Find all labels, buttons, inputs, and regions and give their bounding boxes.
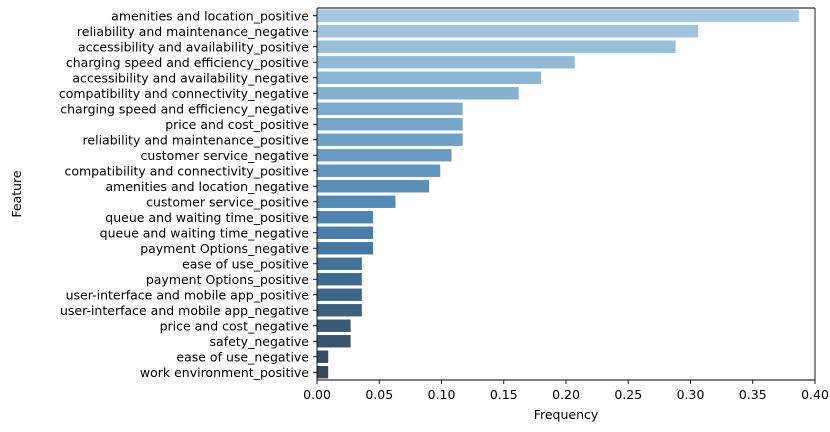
x-tick-label: 0.05 <box>365 387 393 402</box>
y-tick-label: accessibility and availability_negative <box>72 70 309 85</box>
y-tick-label: compatibility and connectivity_positive <box>64 163 309 178</box>
bar <box>317 71 542 84</box>
y-tick-label: price and cost_negative <box>160 318 310 333</box>
bar <box>317 56 575 69</box>
y-tick-label: user-interface and mobile app_negative <box>60 303 309 318</box>
bar <box>317 102 463 115</box>
x-tick-label: 0.20 <box>552 387 580 402</box>
bar <box>317 366 329 379</box>
y-tick-label: reliability and maintenance_positive <box>83 132 310 147</box>
x-axis-label: Frequency <box>534 407 599 422</box>
y-tick-label: user-interface and mobile app_positive <box>66 287 310 302</box>
y-tick-label: queue and waiting time_positive <box>105 210 309 225</box>
bar <box>317 211 374 224</box>
y-tick-label: ease of use_negative <box>176 349 309 364</box>
x-tick-label: 0.40 <box>801 387 829 402</box>
x-tick-label: 0.30 <box>677 387 705 402</box>
bar <box>317 350 329 363</box>
y-tick-label: accessibility and availability_positive <box>78 39 309 54</box>
bar <box>317 304 362 317</box>
bar <box>317 319 351 332</box>
bar <box>317 257 362 270</box>
y-tick-label: price and cost_positive <box>165 117 309 132</box>
y-tick-label: work environment_positive <box>140 365 309 380</box>
bar <box>317 335 351 348</box>
y-tick-label: queue and waiting time_negative <box>100 225 310 240</box>
y-tick-label: payment Options_negative <box>140 241 309 256</box>
y-tick-label: reliability and maintenance_negative <box>77 24 309 39</box>
x-tick-label: 0.25 <box>614 387 642 402</box>
bar <box>317 118 463 131</box>
bar <box>317 87 519 100</box>
y-axis-label: Feature <box>9 170 24 218</box>
y-tick-label: safety_negative <box>210 334 310 349</box>
bar <box>317 195 396 208</box>
bar <box>317 25 698 38</box>
bar <box>317 273 362 286</box>
y-tick-label: compatibility and connectivity_negative <box>59 86 309 101</box>
y-tick-label: customer service_positive <box>146 194 309 209</box>
bar <box>317 180 430 193</box>
bar <box>317 9 799 22</box>
y-tick-layer: amenities and location_positivereliabili… <box>59 8 317 380</box>
bar <box>317 226 374 239</box>
x-tick-label: 0.15 <box>490 387 518 402</box>
bar <box>317 149 452 162</box>
bar <box>317 288 362 301</box>
x-tick-label: 0.35 <box>739 387 767 402</box>
y-tick-label: charging speed and efficiency_positive <box>66 55 309 70</box>
y-tick-label: amenities and location_negative <box>106 179 310 194</box>
y-tick-label: ease of use_positive <box>182 256 309 271</box>
x-tick-label: 0.10 <box>428 387 456 402</box>
y-tick-label: payment Options_positive <box>146 272 309 287</box>
y-tick-label: charging speed and efficiency_negative <box>60 101 309 116</box>
bars-layer <box>317 9 799 379</box>
bar <box>317 164 441 177</box>
bar <box>317 40 676 53</box>
bar <box>317 242 374 255</box>
x-tick-layer: 0.00 0.05 0.10 0.15 0.20 0.25 0.30 0.35 0.40 <box>303 380 829 402</box>
y-tick-label: amenities and location_positive <box>111 8 309 23</box>
x-tick-label: 0.00 <box>303 387 331 402</box>
bar <box>317 133 463 146</box>
y-tick-label: customer service_negative <box>140 148 309 163</box>
